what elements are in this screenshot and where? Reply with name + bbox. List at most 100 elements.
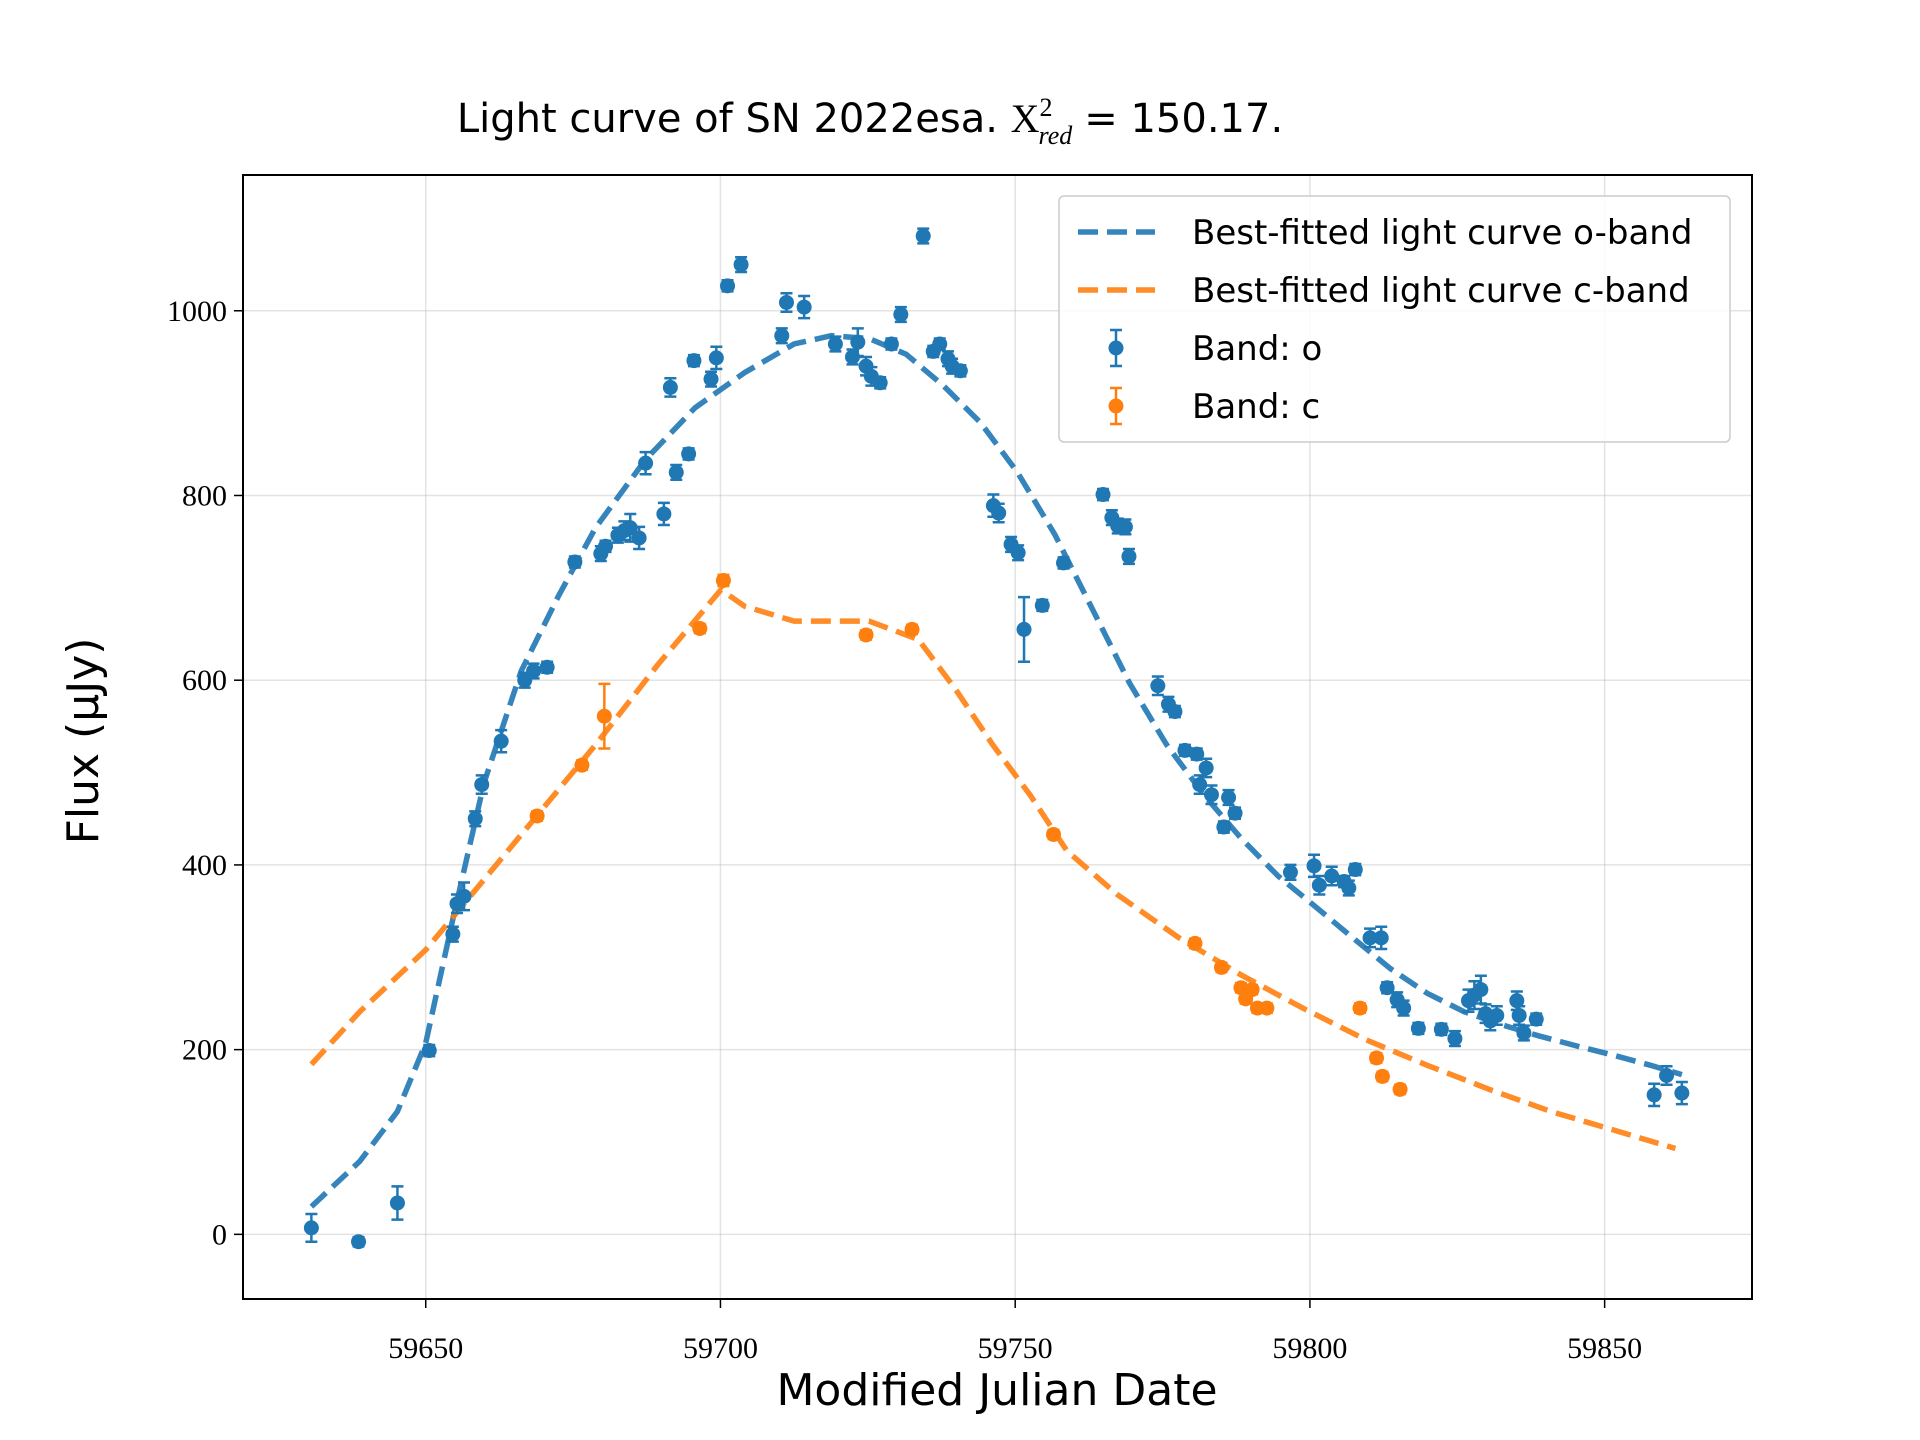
marker [1227, 805, 1243, 821]
data-point [850, 327, 866, 358]
data-point [1221, 788, 1237, 807]
marker [1646, 1087, 1662, 1103]
data-point [656, 501, 672, 527]
data-point [598, 538, 614, 554]
marker [904, 621, 920, 637]
data-point [622, 512, 638, 543]
data-point [1213, 959, 1229, 975]
title-subscript: red [1039, 121, 1074, 150]
data-point [915, 227, 931, 245]
data-point [1282, 863, 1298, 881]
marker [932, 336, 948, 352]
marker [681, 446, 697, 462]
marker [1433, 1021, 1449, 1037]
marker [529, 808, 545, 824]
data-point [1016, 595, 1032, 663]
marker [493, 733, 509, 749]
data-point [567, 554, 583, 570]
marker [872, 375, 888, 391]
marker [668, 464, 684, 480]
data-point [539, 659, 555, 675]
data-point [1216, 819, 1232, 835]
marker [1187, 935, 1203, 951]
data-point [596, 682, 612, 750]
data-point [1034, 597, 1050, 613]
x-tick-label: 59650 [388, 1332, 463, 1365]
data-point [668, 463, 684, 482]
marker [1392, 1081, 1408, 1097]
chart-title: Light curve of SN 2022esa. X2 red = 150.17… [457, 93, 1283, 150]
data-point [1362, 927, 1378, 949]
data-point [467, 810, 483, 828]
marker [474, 777, 490, 793]
marker [733, 257, 749, 273]
data-point [1306, 853, 1322, 879]
data-point [1227, 805, 1243, 821]
data-point [1674, 1080, 1690, 1106]
marker [526, 663, 542, 679]
data-point [1167, 704, 1183, 720]
data-point [827, 335, 843, 353]
data-point [1259, 1000, 1275, 1016]
marker [574, 757, 590, 773]
marker [1352, 1000, 1368, 1016]
data-point [1056, 555, 1072, 571]
marker [1150, 678, 1166, 694]
data-point [1177, 742, 1193, 758]
data-point [733, 255, 749, 274]
marker [1244, 982, 1260, 998]
marker [389, 1195, 405, 1211]
data-point [1392, 1081, 1408, 1097]
data-point [474, 774, 490, 796]
marker [656, 506, 672, 522]
marker [539, 659, 555, 675]
marker [1259, 1000, 1275, 1016]
marker [1347, 862, 1363, 878]
marker [1374, 1068, 1390, 1084]
title-superscript: 2 [1040, 93, 1053, 122]
marker [1341, 880, 1357, 896]
marker [774, 328, 790, 344]
data-point [720, 278, 736, 294]
marker [1198, 760, 1214, 776]
x-tick-label: 59750 [978, 1332, 1053, 1365]
y-tick-label: 1000 [167, 295, 227, 328]
marker [1311, 877, 1327, 893]
data-point [389, 1185, 405, 1221]
data-point [351, 1234, 367, 1250]
marker [1177, 742, 1193, 758]
y-tick-label: 600 [182, 664, 227, 697]
x-tick-label: 59850 [1567, 1332, 1642, 1365]
legend-label: Band: o [1192, 329, 1322, 369]
marker [1167, 704, 1183, 720]
data-point [715, 572, 731, 588]
marker [303, 1220, 319, 1236]
marker [715, 572, 731, 588]
data-point [303, 1212, 319, 1243]
data-point [1646, 1082, 1662, 1108]
data-point [1433, 1021, 1449, 1037]
marker [445, 926, 461, 942]
marker [850, 334, 866, 350]
data-point [1150, 675, 1166, 697]
marker [1056, 555, 1072, 571]
data-point [574, 757, 590, 773]
data-point [708, 345, 724, 371]
plot-frame [242, 174, 1753, 1300]
y-tick-label: 800 [182, 479, 227, 512]
y-tick-label: 200 [182, 1034, 227, 1067]
marker [1010, 545, 1026, 561]
data-point [1198, 757, 1214, 779]
marker [1034, 597, 1050, 613]
data-point [703, 370, 719, 388]
marker [778, 294, 794, 310]
marker [708, 350, 724, 366]
data-point [421, 1043, 437, 1059]
data-point [1244, 982, 1260, 998]
marker [1528, 1011, 1544, 1027]
marker [631, 530, 647, 546]
marker [1379, 980, 1395, 996]
data-point [991, 502, 1007, 524]
marker [1516, 1025, 1532, 1041]
